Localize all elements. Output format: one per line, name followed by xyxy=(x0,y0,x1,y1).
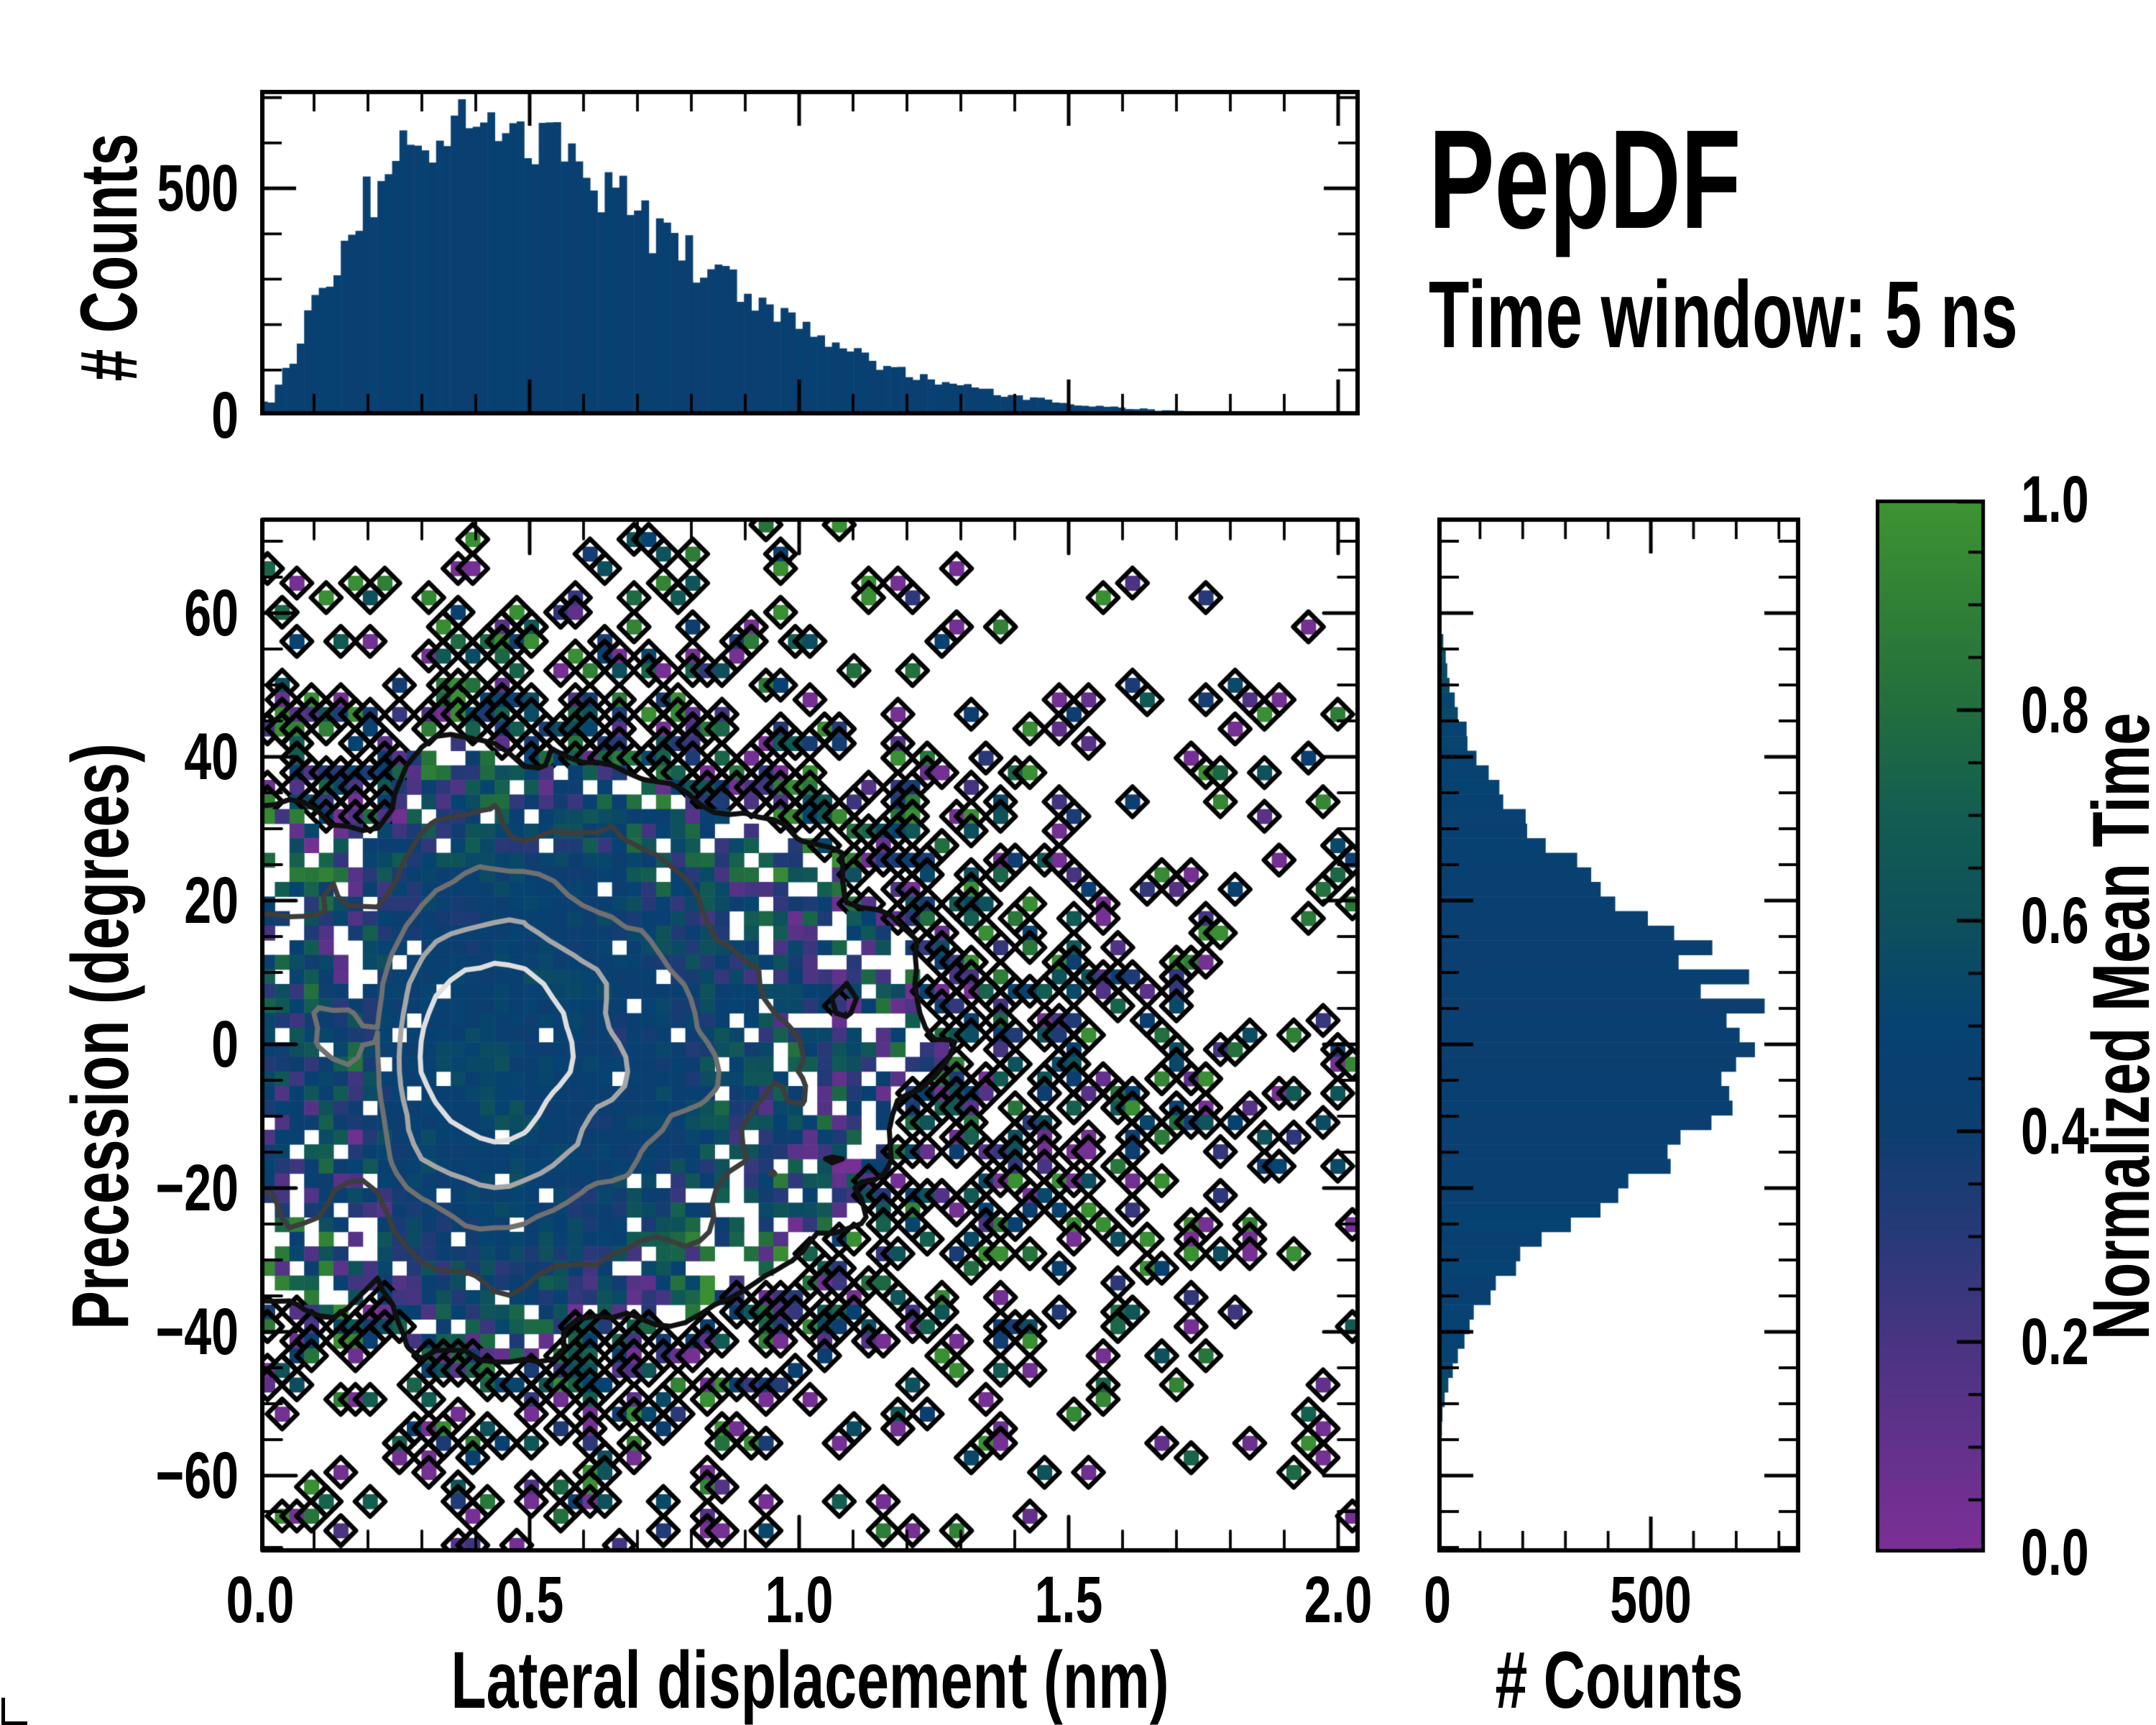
figure-subtitle: Time window: 5 ns xyxy=(1429,262,2018,367)
main-y-tick-label: 20 xyxy=(184,864,239,937)
main-x-tick-label: 2.0 xyxy=(1304,1563,1373,1637)
colorbar-tick-label: 1.0 xyxy=(2021,463,2089,536)
colorbar-label: Normalized Mean Time xyxy=(2076,712,2156,1340)
right-hist-xlabel: # Counts xyxy=(1495,1635,1743,1725)
right-hist-canvas xyxy=(1437,518,1800,1552)
main-x-tick-label: 1.5 xyxy=(1034,1563,1103,1637)
right-hist-x-tick-label: 0 xyxy=(1424,1563,1451,1637)
main-y-tick-label: 40 xyxy=(184,720,239,794)
colorbar-tick-label: 0.2 xyxy=(2021,1305,2089,1379)
top-hist-y-tick-label: 500 xyxy=(157,152,239,226)
figure-title: PepDF xyxy=(1429,101,1741,258)
colorbar-tick-label: 0.4 xyxy=(2021,1095,2089,1168)
main-y-tick-label: −20 xyxy=(155,1151,239,1225)
main-ylabel: Precession (degrees) xyxy=(55,743,145,1330)
main-y-tick-label: 60 xyxy=(184,576,239,650)
top-hist-ylabel: # Counts xyxy=(64,133,154,382)
main-y-tick-label: −60 xyxy=(155,1439,239,1512)
main-heatmap-canvas xyxy=(260,518,1360,1552)
colorbar-tick-label: 0.6 xyxy=(2021,884,2089,957)
colorbar-canvas xyxy=(1876,500,1998,1552)
colorbar-tick-label: 0.0 xyxy=(2021,1516,2089,1589)
top-hist-y-tick-label: 0 xyxy=(211,379,239,452)
main-x-tick-label: 0.5 xyxy=(495,1563,564,1637)
main-y-tick-label: −40 xyxy=(155,1295,239,1368)
main-x-tick-label: 0.0 xyxy=(226,1563,295,1637)
colorbar-tick-label: 0.8 xyxy=(2021,673,2089,747)
stray-corner-mark xyxy=(0,1698,29,1725)
main-y-tick-label: 0 xyxy=(211,1008,239,1081)
top-hist-canvas xyxy=(260,90,1360,415)
main-xlabel: Lateral displacement (nm) xyxy=(451,1635,1169,1725)
main-x-tick-label: 1.0 xyxy=(765,1563,834,1637)
right-hist-x-tick-label: 500 xyxy=(1610,1563,1692,1637)
